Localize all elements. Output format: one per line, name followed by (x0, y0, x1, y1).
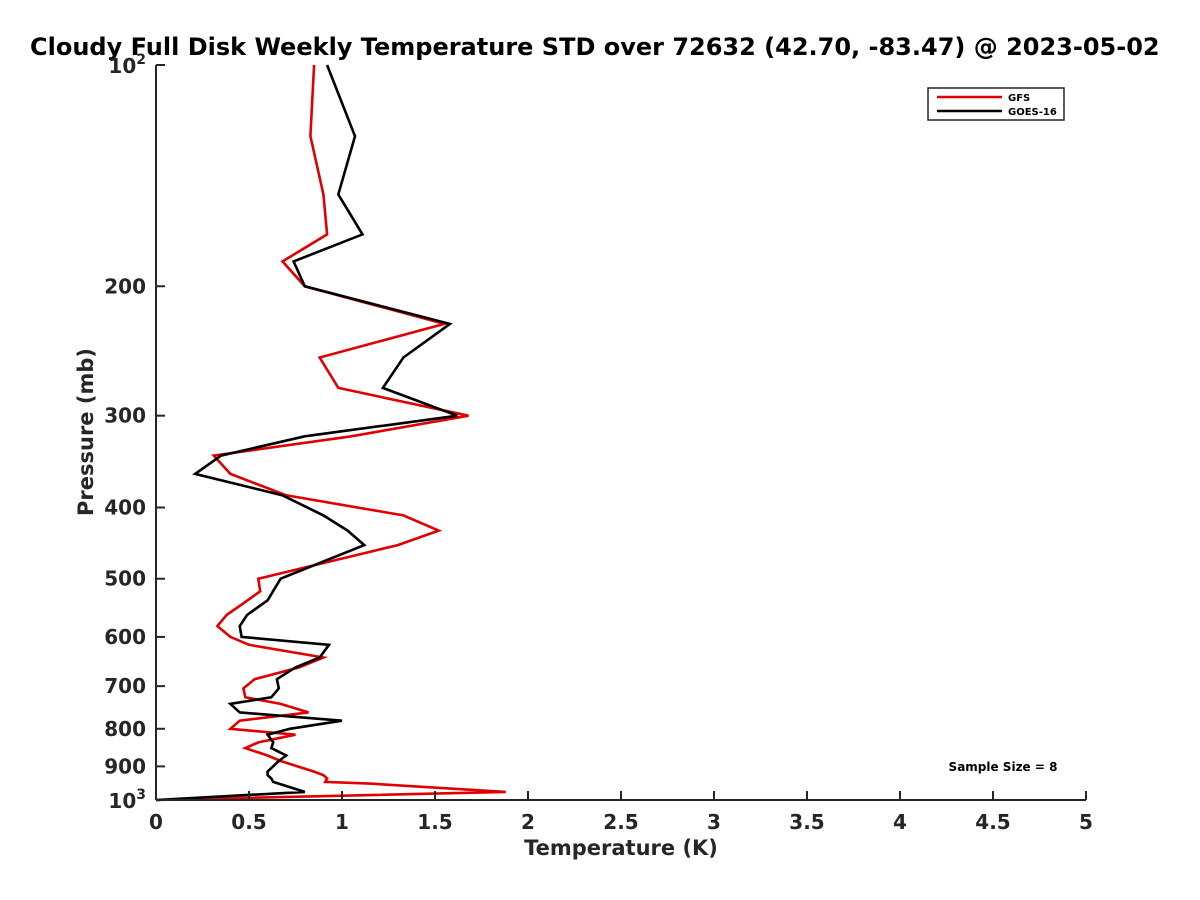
chart-title: Cloudy Full Disk Weekly Temperature STD … (30, 33, 1160, 61)
x-tick-label: 2.5 (603, 810, 638, 834)
series-layer (155, 64, 506, 802)
y-axis-label: Pressure (mb) (74, 348, 98, 516)
x-tick-label: 3.5 (789, 810, 824, 834)
x-tick-label: 4 (893, 810, 907, 834)
x-tick-label: 0.5 (231, 810, 266, 834)
y-tick-label: 103 (108, 787, 146, 813)
x-tick-label: 5 (1079, 810, 1093, 834)
legend-label: GOES-16 (1008, 107, 1057, 118)
x-tick-label: 3 (707, 810, 721, 834)
series-line-goes-16 (155, 64, 458, 802)
y-ticks: 200 300 400 500 600 700 800 900 102 103 (104, 52, 165, 813)
series-line-gfs (155, 64, 506, 802)
x-tick-label: 4.5 (975, 810, 1010, 834)
sample-size-annotation: Sample Size = 8 (949, 760, 1058, 774)
x-tick-label: 1.5 (417, 810, 452, 834)
legend-box (927, 87, 1065, 121)
legend-label: GFS (1008, 93, 1030, 104)
x-axis-label: Temperature (K) (524, 836, 718, 860)
y-tick-label: 700 (104, 674, 146, 698)
y-tick-label: 800 (104, 717, 146, 741)
y-tick-label: 200 (104, 274, 146, 298)
y-tick-label: 102 (108, 52, 146, 78)
x-tick-label: 1 (335, 810, 349, 834)
x-tick-label: 2 (521, 810, 535, 834)
x-ticks: 0 0.5 1 1.5 2 2.5 3 3.5 4 4.5 5 (149, 791, 1093, 834)
x-tick-label: 0 (149, 810, 163, 834)
y-tick-label: 900 (104, 754, 146, 778)
y-tick-label: 400 (104, 496, 146, 520)
y-tick-label: 600 (104, 625, 146, 649)
y-tick-label: 300 (104, 404, 146, 428)
y-tick-label: 500 (104, 567, 146, 591)
legend: GFS GOES-16 (927, 87, 1065, 121)
